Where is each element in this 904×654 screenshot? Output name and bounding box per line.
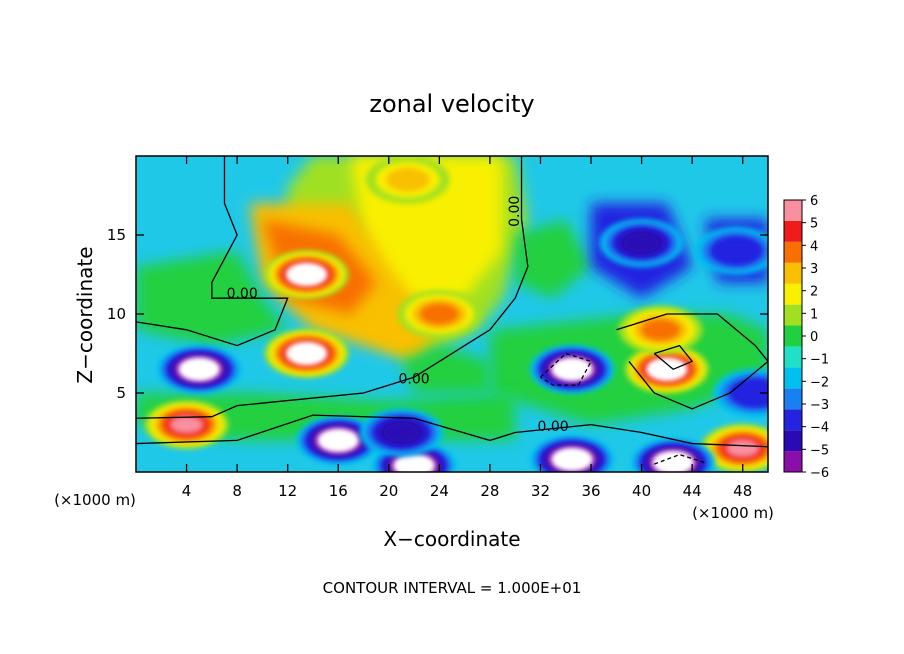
x-tick-label-0: 4: [182, 482, 192, 500]
zero-contour-upper-left: [136, 156, 289, 347]
colorbar-swatch-5: [784, 346, 802, 368]
contour-label-0: 0.00: [227, 286, 258, 302]
x-tick-label-3: 16: [329, 482, 348, 500]
colorbar-label-0: 6: [810, 194, 818, 209]
colorbar-swatch-1: [784, 430, 802, 452]
colorbar-label-9: −3: [810, 398, 829, 413]
contour-min-bottom: [654, 453, 705, 465]
colorbar-swatch-10: [784, 241, 802, 263]
colorbar-label-11: −5: [810, 443, 829, 458]
zero-contour-lower: [136, 414, 768, 448]
feature-max-15-level-3: [385, 167, 430, 192]
y-tick-label-2: 15: [107, 226, 126, 244]
plot-frame: [135, 155, 769, 473]
feature-max-1-level-7: [288, 344, 325, 363]
colorbar-label-1: 5: [810, 217, 818, 232]
contour-max-east: [653, 344, 694, 371]
x-tick-label-8: 36: [581, 482, 600, 500]
feature-min-11-level-5: [383, 422, 420, 443]
y-axis-label: Z−coordinate: [73, 246, 97, 383]
x-unit-right: (×1000 m): [692, 504, 774, 522]
zero-contour-diagonal: [136, 156, 529, 419]
contour-labels: 0.00 0.00 0.00 0.00: [227, 196, 569, 435]
colorbar-label-4: 2: [810, 285, 818, 300]
x-tick-label-6: 28: [480, 482, 499, 500]
colorbar-label-7: −1: [810, 353, 829, 368]
feature-min-13-level-4: [716, 240, 756, 262]
colorbar-swatch-9: [784, 262, 802, 284]
colorbar-swatch-2: [784, 409, 802, 431]
field-blobs: [136, 156, 768, 472]
x-tick-label-9: 40: [632, 482, 651, 500]
zone-green-mid: [515, 219, 592, 299]
y-tick-label-0: 5: [116, 384, 126, 402]
colorbar-label-6: 0: [810, 330, 818, 345]
feature-max-4-level-6: [725, 439, 760, 458]
x-axis-label: X−coordinate: [383, 527, 520, 551]
x-axis: 4 8 12 16 20 24 28 32 36 40 44 48: [182, 156, 752, 500]
colorbar-swatch-6: [784, 325, 802, 347]
colorbar-label-2: 4: [810, 239, 818, 254]
zero-contour-right-loop: [616, 313, 768, 410]
x-tick-label-5: 24: [430, 482, 449, 500]
colorbar-swatch-3: [784, 388, 802, 410]
feature-max-17-level-4: [641, 319, 681, 341]
feature-min-12-level-5: [623, 233, 660, 253]
feature-min-5-level-7: [181, 360, 217, 379]
x-tick-label-10: 44: [683, 482, 702, 500]
colorbar-swatch-4: [784, 367, 802, 389]
contour-min-east: [540, 352, 592, 386]
plot-area: 0.00 0.00 0.00 0.00: [136, 156, 768, 472]
feature-min-7-level-7: [320, 431, 356, 450]
colorbar-swatch-12: [784, 200, 802, 221]
contour-label-2: 0.00: [538, 419, 569, 435]
x-tick-label-4: 20: [379, 482, 398, 500]
feature-max-2-level-7: [649, 360, 685, 379]
zero-contours: [136, 156, 768, 465]
colorbar-swatch-7: [784, 304, 802, 326]
colorbar-swatch-0: [784, 451, 802, 472]
colorbar-swatch-8: [784, 283, 802, 305]
feature-max-3-level-6: [169, 415, 204, 434]
colorbar-label-10: −4: [810, 421, 829, 436]
feature-max-0-level-7: [288, 265, 325, 284]
colorbar-label-12: −6: [810, 466, 829, 481]
feature-min-10-level-7: [396, 456, 432, 472]
x-tick-label-11: 48: [733, 482, 752, 500]
x-tick-label-2: 12: [278, 482, 297, 500]
feature-min-14-level-4: [735, 382, 768, 404]
y-tick-label-1: 10: [107, 305, 126, 323]
contour-interval-note: CONTOUR INTERVAL = 1.000E+01: [323, 579, 582, 597]
y-axis: 5 10 15: [107, 226, 768, 402]
feature-max-16-level-4: [419, 303, 459, 325]
feature-min-8-level-7: [554, 450, 590, 469]
colorbar: 6 5 4 3 2 1 0 −1 −2 −3 −4 −5 −6: [783, 194, 829, 481]
x-unit-left: (×1000 m): [54, 491, 136, 509]
feature-min-6-level-7: [554, 360, 590, 379]
colorbar-label-5: 1: [810, 307, 818, 322]
contour-label-3: 0.00: [507, 196, 523, 227]
chart-title: zonal velocity: [369, 90, 534, 118]
colorbar-label-3: 3: [810, 262, 818, 277]
feature-min-9-level-7: [655, 453, 691, 472]
colorbar-label-8: −2: [810, 375, 829, 390]
contour-label-1: 0.00: [398, 372, 429, 388]
colorbar-swatch-11: [784, 220, 802, 242]
x-tick-label-1: 8: [232, 482, 242, 500]
zone-lower-mid: [401, 345, 490, 393]
x-tick-label-7: 32: [531, 482, 550, 500]
